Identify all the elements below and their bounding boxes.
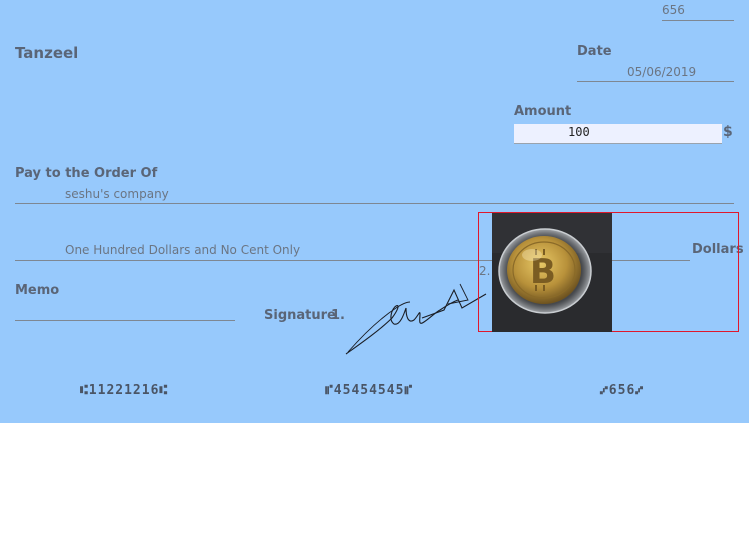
- signature-1-marker: 1.: [331, 308, 345, 323]
- amount-value: 100: [568, 125, 590, 139]
- amount-words-underline: [15, 260, 690, 261]
- handwritten-signature: [345, 283, 487, 355]
- bitcoin-coin-photo: B: [492, 213, 612, 332]
- pay-to-label: Pay to the Order Of: [15, 166, 158, 181]
- check-document: 656 Tanzeel Date 05/06/2019 Amount 100 $…: [0, 0, 749, 423]
- payee-underline: [15, 203, 734, 204]
- check-number: 656: [662, 3, 685, 17]
- micr-account-number: ⑈45454545⑈: [325, 383, 414, 398]
- svg-text:B: B: [530, 252, 556, 292]
- payer-name: Tanzeel: [15, 44, 79, 62]
- amount-in-words[interactable]: One Hundred Dollars and No Cent Only: [65, 243, 301, 257]
- date-label: Date: [577, 44, 612, 59]
- bitcoin-coin-image: B: [492, 213, 612, 332]
- signature-label: Signature: [264, 308, 336, 323]
- payee-name[interactable]: seshu's company: [65, 187, 169, 201]
- micr-routing-number: ⑆11221216⑆: [80, 383, 169, 398]
- signature-2-marker: 2.: [479, 264, 491, 278]
- memo-label: Memo: [15, 283, 60, 298]
- check-number-underline: [662, 20, 734, 21]
- micr-check-number: ⑇656⑇: [600, 383, 645, 398]
- currency-symbol: $: [723, 124, 733, 140]
- date-underline: [577, 81, 734, 82]
- dollars-label: Dollars: [692, 242, 744, 257]
- date-value[interactable]: 05/06/2019: [627, 65, 697, 79]
- amount-field[interactable]: 100: [514, 124, 722, 144]
- memo-underline: [15, 320, 235, 321]
- amount-label: Amount: [514, 104, 572, 119]
